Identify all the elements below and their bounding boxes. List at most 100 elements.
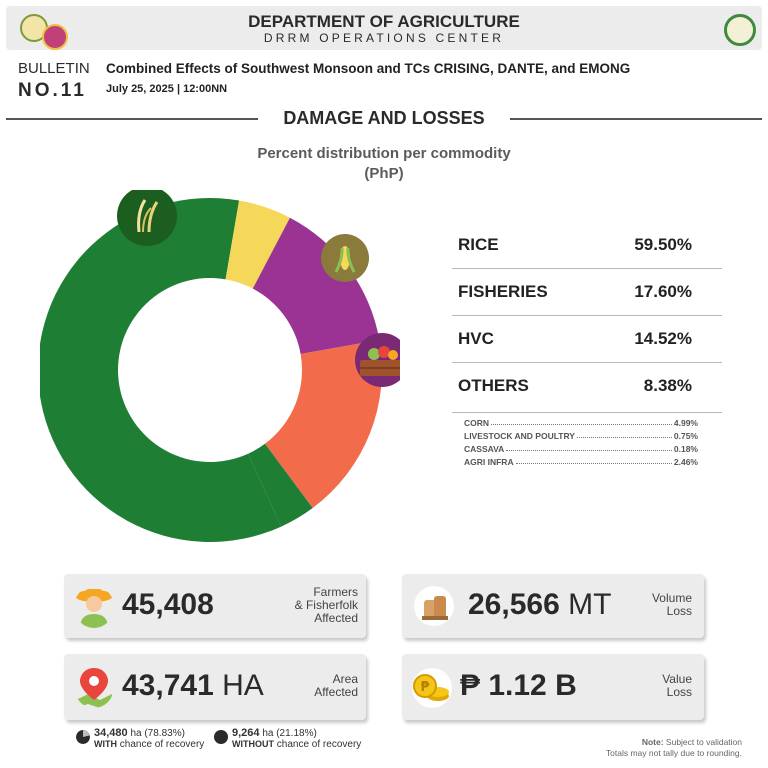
- area-card: 43,741 HA Area Affected: [64, 654, 366, 720]
- commodity-table: RICE 59.50% FISHERIES 17.60% HVC 14.52% …: [452, 222, 722, 410]
- donut-chart: [40, 190, 400, 542]
- farmers-caption: Farmers & Fisherfolk Affected: [295, 586, 358, 625]
- section-title: DAMAGE AND LOSSES: [0, 108, 768, 129]
- divider-right: [510, 118, 762, 120]
- with-recovery-text: 34,480 ha (78.83%) WITH chance of recove…: [94, 727, 205, 751]
- without-recovery-line: 9,264 ha (21.18%): [232, 727, 361, 740]
- others-label: CORN: [464, 418, 490, 428]
- sacks-icon: [414, 586, 454, 626]
- caption-line: Loss: [666, 604, 692, 618]
- caption-line: Volume: [651, 591, 692, 605]
- value-caption: Value Loss: [662, 673, 692, 699]
- area-number: 43,741: [122, 669, 214, 702]
- with-unit: ha (78.83%): [130, 728, 185, 739]
- mini-pie-without-slice: [83, 730, 90, 737]
- bulletin-headline: Combined Effects of Southwest Monsoon an…: [106, 61, 631, 76]
- leader-dots: [576, 431, 672, 438]
- volume-card: 26,566 MT Volume Loss: [402, 574, 704, 638]
- value-card: ₱ ₱ 1.12 B Value Loss: [402, 654, 704, 720]
- without-recovery-text: 9,264 ha (21.18%) WITHOUT chance of reco…: [232, 727, 361, 751]
- row-value: 59.50%: [634, 235, 692, 254]
- slice-fisheries: [264, 340, 382, 508]
- with-suffix: chance of recovery: [119, 739, 205, 750]
- caption-line: Area: [332, 672, 358, 686]
- without-suffix: chance of recovery: [276, 739, 362, 750]
- with-value: 34,480: [94, 727, 128, 739]
- farmer-icon: [75, 589, 113, 628]
- without-recovery-dot-icon: [214, 730, 228, 744]
- bagong-pilipinas-logo-icon: [42, 24, 68, 50]
- footnote-line1: Note: Subject to validation: [606, 737, 742, 748]
- with-label: WITH: [94, 739, 117, 749]
- bulletin-date: July 25, 2025 | 12:00NN: [106, 83, 228, 95]
- map-pin-icon: [76, 668, 112, 708]
- others-label: AGRI INFRA: [464, 457, 514, 467]
- coins-icon: ₱: [412, 668, 452, 708]
- leader-dots: [515, 457, 672, 464]
- chart-title: Percent distribution per commodity (PhP): [0, 144, 768, 184]
- others-item-livestock: LIVESTOCK AND POULTRY 0.75%: [464, 431, 698, 441]
- footnote-label: Note:: [641, 737, 664, 747]
- farmers-value: 45,408: [122, 588, 214, 621]
- others-label: LIVESTOCK AND POULTRY: [464, 431, 575, 441]
- row-value: 8.38%: [643, 376, 692, 395]
- volume-value: 26,566 MT: [468, 588, 611, 622]
- without-label: WITHOUT: [232, 739, 274, 749]
- slice-others: [248, 443, 313, 527]
- table-row-hvc: HVC 14.52%: [452, 316, 722, 363]
- table-row-fisheries: FISHERIES 17.60%: [452, 269, 722, 316]
- row-label: OTHERS: [458, 376, 529, 395]
- slice-hvc: [252, 217, 380, 354]
- slice-rice: [40, 198, 282, 542]
- table-divider: [452, 412, 722, 413]
- volume-caption: Volume Loss: [652, 592, 692, 618]
- corn-icon: [321, 234, 369, 282]
- row-label: RICE: [458, 235, 499, 254]
- header-title: DEPARTMENT OF AGRICULTURE: [248, 12, 520, 31]
- area-value: 43,741 HA: [122, 669, 264, 703]
- others-value: 0.75%: [673, 431, 698, 441]
- others-label: CASSAVA: [464, 444, 505, 454]
- bulletin-label: BULLETIN: [18, 60, 90, 77]
- table-row-others: OTHERS 8.38%: [452, 363, 722, 410]
- vegetable-crate-icon: [355, 333, 400, 387]
- value-loss-value: ₱ 1.12 B: [460, 669, 577, 702]
- volume-number: 26,566: [468, 588, 560, 621]
- caption-line: Farmers: [313, 585, 358, 599]
- caption-line: Value: [662, 672, 692, 686]
- chart-subtitle-line: (PhP): [364, 165, 404, 182]
- agency-seal-icon: [20, 14, 48, 42]
- without-unit: ha (21.18%): [262, 728, 317, 739]
- others-value: 2.46%: [673, 457, 698, 467]
- without-recovery-caption: WITHOUT chance of recovery: [232, 739, 361, 750]
- caption-line: Affected: [314, 611, 358, 625]
- caption-line: & Fisherfolk: [294, 598, 358, 612]
- svg-text:₱: ₱: [420, 680, 430, 695]
- header-subtitle: DRRM OPERATIONS CENTER: [263, 31, 505, 45]
- leader-dots: [491, 418, 672, 425]
- others-item-cassava: CASSAVA 0.18%: [464, 444, 698, 454]
- footnote-line2: Totals may not tally due to rounding.: [605, 748, 742, 758]
- row-label: HVC: [458, 329, 494, 348]
- others-value: 4.99%: [673, 418, 698, 428]
- caption-line: Loss: [666, 685, 692, 699]
- others-item-agri-infra: AGRI INFRA 2.46%: [464, 457, 698, 467]
- farmers-card: 45,408 Farmers & Fisherfolk Affected: [64, 574, 366, 638]
- chart-title-line: Percent distribution per commodity: [257, 145, 511, 162]
- row-label: FISHERIES: [458, 282, 548, 301]
- bulletin-number: NO.11: [18, 80, 87, 101]
- caption-line: Affected: [314, 685, 358, 699]
- slice-corn: [225, 200, 290, 289]
- with-recovery-line: 34,480 ha (78.83%): [94, 727, 204, 740]
- without-value: 9,264: [232, 727, 260, 739]
- leader-dots: [506, 444, 672, 451]
- da-seal-icon: [724, 14, 756, 46]
- divider-left: [6, 118, 258, 120]
- rice-stalk-icon: [117, 190, 177, 246]
- others-value: 0.18%: [673, 444, 698, 454]
- table-row-rice: RICE 59.50%: [452, 222, 722, 269]
- others-item-corn: CORN 4.99%: [464, 418, 698, 428]
- row-value: 14.52%: [634, 329, 692, 348]
- footnote: Note: Subject to validation Totals may n…: [606, 737, 742, 759]
- row-value: 17.60%: [634, 282, 692, 301]
